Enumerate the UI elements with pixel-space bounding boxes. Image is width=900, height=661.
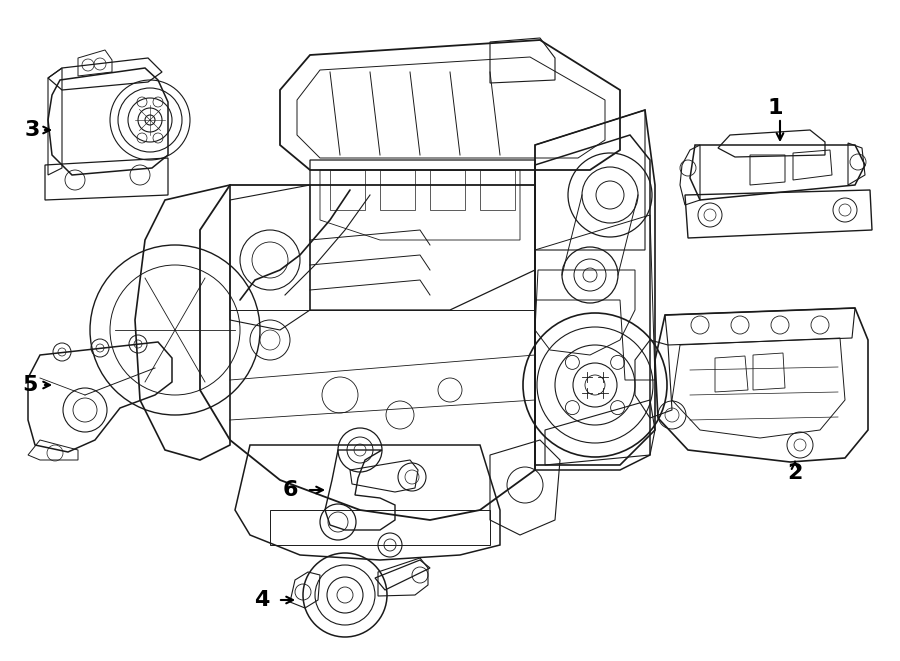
Text: 1: 1 (767, 98, 783, 118)
Text: 3: 3 (24, 120, 40, 140)
Text: 6: 6 (283, 480, 298, 500)
Text: 4: 4 (255, 590, 270, 610)
Text: 2: 2 (788, 463, 803, 483)
Text: 5: 5 (22, 375, 38, 395)
